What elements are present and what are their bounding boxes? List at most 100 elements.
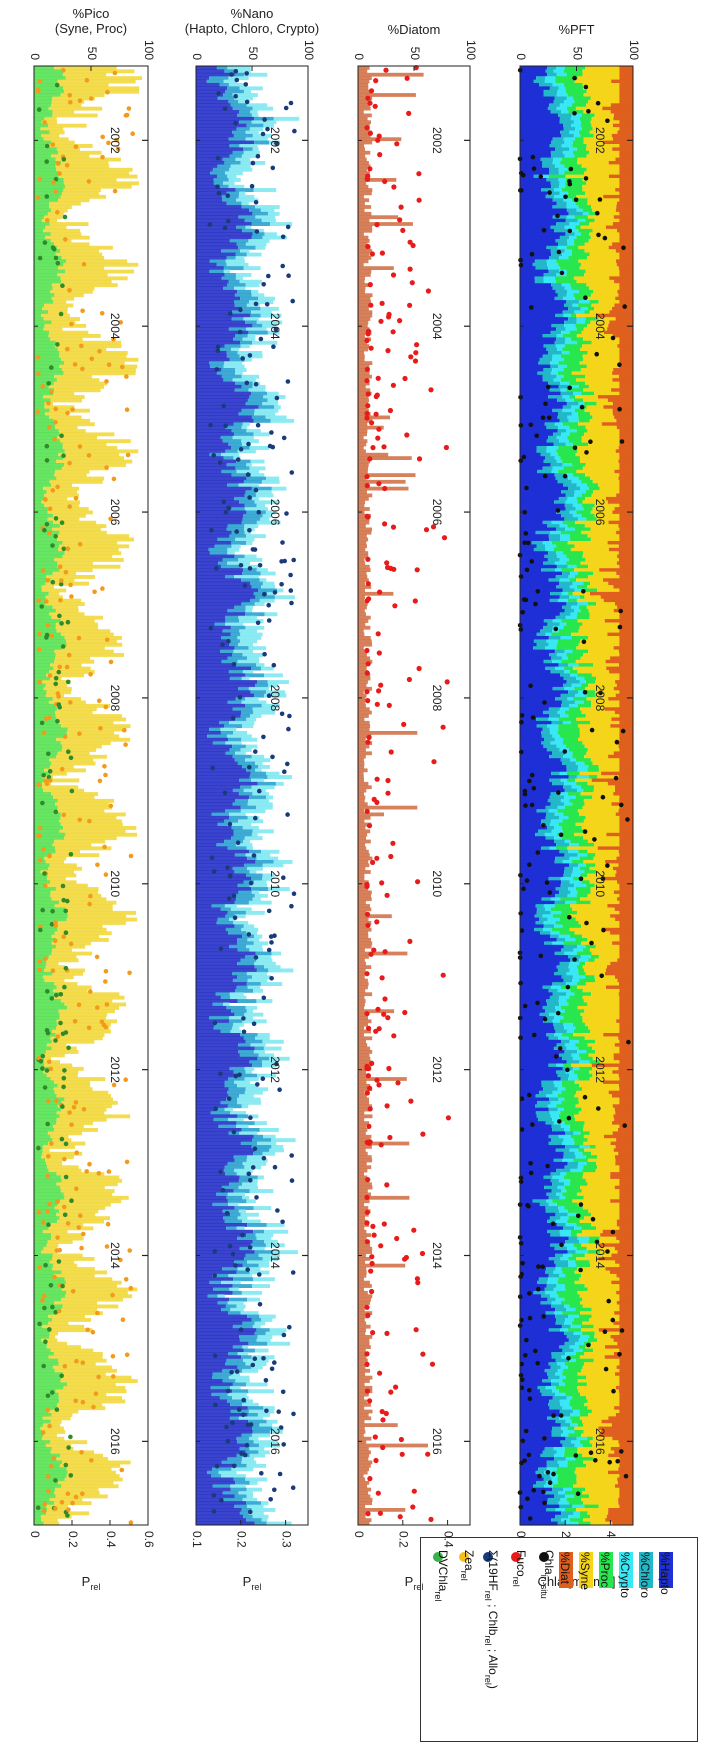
stack-segment [577,910,620,915]
pct-tick-label: 100 [464,40,478,60]
stack-segment [613,137,633,142]
stack-segment [589,150,620,155]
stack-segment [538,829,552,834]
point-fuco [369,1260,375,1267]
area-bar [358,707,370,712]
stack-segment [567,893,577,898]
stack-segment [520,473,555,478]
stack-segment [196,66,217,70]
point-chla-in-situ [567,181,573,187]
area-bar [358,198,370,203]
stack-segment [520,971,555,976]
stack-segment [580,368,614,372]
stack-segment [232,802,248,807]
stack-segment [581,479,593,484]
stack-segment [196,1358,227,1363]
stack-segment [244,1012,264,1017]
stack-segment [579,958,589,963]
stack-segment [540,452,551,457]
stack-segment [232,1382,247,1387]
stack-segment [570,1423,578,1428]
stack-segment [612,371,633,376]
value-tick-label: 0.4 [441,1531,455,1548]
stack-segment [550,452,558,457]
area-bar [358,116,368,121]
stack-segment [246,429,261,433]
area-bar [358,1345,371,1349]
stack-segment [574,608,581,613]
stack-segment [238,890,252,895]
point-nano-pigments [253,301,259,307]
stack-segment [196,1026,214,1031]
stack-segment [567,656,581,661]
stack-segment [221,368,236,372]
stack-segment [619,429,633,434]
stack-segment [604,330,633,335]
stack-segment [232,978,248,983]
area-bar [358,1121,370,1125]
stack-segment [555,1219,568,1224]
stack-segment [196,283,227,288]
stack-segment [214,544,232,549]
stack-segment [564,1043,576,1048]
stack-segment [554,340,565,345]
stack-segment [520,408,553,413]
point-fuco [368,302,374,308]
stack-segment [560,530,582,535]
stack-segment [260,571,276,576]
area-bar [358,934,369,939]
area-bar [358,785,372,790]
stack-segment [579,595,585,600]
stack-segment [546,1192,557,1197]
stack-segment [619,337,633,342]
area-bar [358,184,369,189]
stack-segment [589,300,599,305]
stack-segment [196,625,231,630]
stack-segment [564,503,573,508]
area-bar [358,938,371,942]
stack-segment [566,1335,581,1339]
stack-segment [559,1416,571,1421]
stack-segment [619,761,633,766]
stack-segment [561,1189,567,1194]
stack-segment [225,809,241,813]
area-bar [358,1348,366,1353]
stack-segment [564,1243,574,1248]
stack-segment [556,551,564,556]
stack-segment [520,449,537,454]
point-fuco [379,880,385,886]
stack-segment [579,812,616,817]
area-bar [358,761,365,766]
stack-segment [229,720,255,725]
stack-segment [594,1039,620,1044]
stack-segment [582,988,620,993]
stack-segment [582,1206,620,1211]
stack-segment [520,1219,548,1224]
point-chla-in-situ [518,1274,523,1279]
stack-segment [583,788,594,793]
stack-segment [259,598,275,603]
stack-segment [590,96,620,101]
stack-segment [573,1511,580,1516]
stack-segment [196,897,237,902]
stack-segment [576,483,587,488]
stack-segment [520,1521,558,1526]
stack-segment [586,296,616,301]
point-nano-pigments [213,1106,218,1111]
point-nano-pigments [287,713,292,719]
stack-segment [566,1046,579,1051]
area-bar [358,1311,373,1315]
stack-segment [555,476,569,481]
stack-segment [616,1290,633,1295]
stack-segment [583,860,606,864]
stack-segment [578,1053,589,1058]
stack-segment [555,79,575,84]
stack-segment [196,642,229,647]
point-fuco [368,951,374,957]
point-nano-pigments [238,307,243,313]
area-bar [358,625,371,630]
stack-segment [252,384,266,389]
stack-segment [245,242,267,247]
stack-segment [545,547,554,552]
stack-segment [568,211,583,216]
